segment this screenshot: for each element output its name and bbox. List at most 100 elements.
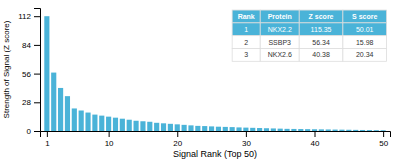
table-header: Z score (309, 13, 334, 20)
bar (58, 88, 63, 131)
bar (353, 130, 358, 131)
bar (44, 16, 49, 131)
bar (319, 129, 324, 131)
y-axis-title: Strength of Signal (Z score) (2, 20, 11, 118)
bar (106, 117, 111, 131)
table-cell (299, 36, 343, 49)
table-text: 2 (244, 39, 248, 46)
bar (291, 129, 296, 131)
table-cell (232, 10, 260, 23)
bar (188, 125, 193, 131)
bar (127, 120, 132, 131)
tick: 10 (105, 131, 114, 148)
bar (209, 126, 214, 131)
tick: 56 (22, 70, 40, 79)
bar (381, 130, 386, 131)
bar (223, 127, 228, 131)
bar (65, 96, 70, 131)
bar (346, 130, 351, 131)
table-text: 50.01 (356, 26, 374, 33)
bar (140, 121, 145, 131)
table-text: 3 (244, 51, 248, 58)
table-text: NKX2.2 (268, 26, 292, 33)
bar (168, 124, 173, 131)
bar (250, 128, 255, 131)
tick-mark (109, 131, 110, 137)
tick-label: 0 (27, 127, 32, 136)
tick-label: 40 (311, 139, 320, 148)
table-text: 1 (244, 26, 248, 33)
table-text: NKX2.6 (268, 51, 292, 58)
tick: 40 (311, 131, 320, 148)
bar (367, 130, 372, 131)
x-axis-title: Signal Rank (Top 50) (173, 149, 257, 159)
tick-mark (34, 102, 40, 103)
tick: 50 (379, 131, 388, 148)
tick-mark (34, 16, 40, 17)
bar (99, 116, 104, 131)
bar (182, 125, 187, 131)
table-text: 56.34 (312, 39, 330, 46)
bar (243, 128, 248, 131)
bar (79, 111, 84, 132)
bar (216, 127, 221, 131)
bar (161, 123, 166, 131)
table: RankProteinZ scoreS score1NKX2.2115.3550… (232, 10, 386, 61)
table-header: Rank (238, 13, 255, 20)
tick-mark (246, 131, 247, 137)
tick-mark (177, 131, 178, 137)
x-axis: 1 10 20 30 40 50 (41, 131, 391, 148)
bar (257, 128, 262, 131)
table-cell (232, 48, 260, 61)
bar (298, 129, 303, 131)
bar (134, 121, 139, 131)
table-cell (299, 23, 343, 36)
table-cell (260, 36, 299, 49)
bar (284, 129, 289, 131)
tick-mark (47, 131, 48, 137)
table-cell (232, 23, 260, 36)
bar (278, 129, 283, 131)
tick-mark (315, 131, 316, 137)
bar (147, 122, 152, 131)
tick-label: 30 (242, 139, 251, 148)
tick-label: 1 (45, 139, 50, 148)
bar (175, 124, 180, 131)
table-cell (260, 23, 299, 36)
table-text: 15.98 (356, 39, 374, 46)
table-header: S score (352, 13, 377, 20)
table-text: 40.38 (312, 51, 330, 58)
chart: 110203040500285684112RankProteinZ scoreS… (0, 0, 400, 161)
tick-mark (34, 45, 40, 46)
bar (360, 130, 365, 131)
bar (51, 73, 56, 131)
table-cell (260, 48, 299, 61)
tick: 112 (18, 12, 40, 21)
bar (305, 129, 310, 131)
bar (230, 127, 235, 131)
axis-line (41, 132, 391, 138)
y-axis: 0 28 56 84 112 (18, 9, 40, 137)
tick-label: 50 (379, 139, 388, 148)
bar (374, 130, 379, 131)
bar (154, 123, 159, 131)
tick: 28 (22, 98, 40, 107)
bar (339, 130, 344, 131)
bar (271, 128, 276, 131)
table-cell (299, 10, 343, 23)
tick-mark (34, 74, 40, 75)
table-cell (343, 48, 387, 61)
tick: 84 (22, 41, 40, 50)
tick-mark (34, 131, 40, 132)
plot: 110203040500285684112RankProteinZ scoreS… (18, 9, 390, 148)
bar (92, 115, 97, 131)
bar (264, 128, 269, 131)
tick: 1 (45, 131, 50, 148)
tick-label: 84 (22, 41, 31, 50)
table-cell (343, 36, 387, 49)
tick: 20 (173, 131, 182, 148)
tick-mark (383, 131, 384, 137)
tick-label: 10 (105, 139, 114, 148)
tick-label: 56 (22, 70, 31, 79)
bar (85, 113, 90, 131)
